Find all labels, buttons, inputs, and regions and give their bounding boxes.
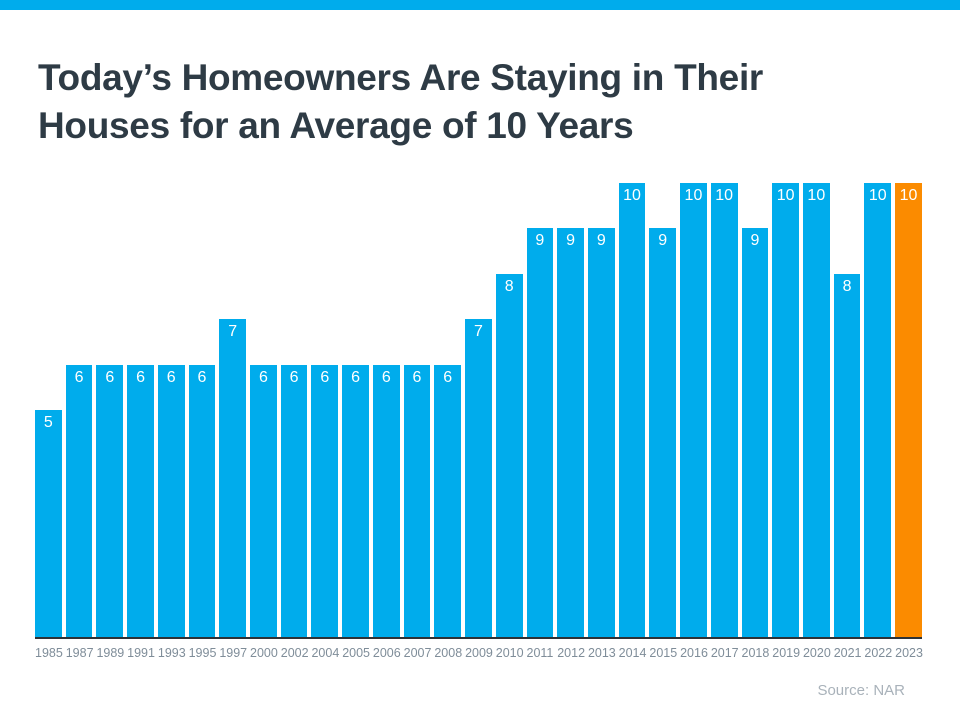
bar-1997: 7 [219,319,247,637]
x-axis-label-2004: 2004 [311,646,340,660]
bar-value-label: 9 [566,232,576,249]
bar-value-label: 6 [166,369,176,386]
bar-2016: 10 [680,183,707,637]
bar-2015: 9 [649,228,677,637]
x-axis-label-2021: 2021 [833,646,862,660]
bar-2013: 9 [587,228,615,637]
x-axis-label-1991: 1991 [127,646,155,660]
bar-2007: 6 [403,365,431,637]
bar-2002: 6 [280,365,308,637]
bar-2000: 6 [250,365,277,637]
x-axis-label-2009: 2009 [465,646,493,660]
bar-2010: 8 [495,274,523,637]
bar-2019: 10 [772,183,799,637]
bar-value-label: 6 [381,369,391,386]
bar-value-label: 6 [136,369,145,386]
x-axis-label-2012: 2012 [557,646,586,660]
source-text: Source: NAR [817,682,905,699]
bar-value-label: 9 [596,232,606,249]
x-axis-label-2002: 2002 [280,646,309,660]
x-axis-label-2005: 2005 [342,646,370,660]
bar-value-label: 6 [412,369,422,386]
bar-1989: 6 [96,365,124,637]
x-axis-label-1989: 1989 [96,646,125,660]
bar-value-label: 6 [443,369,453,386]
page-title-line-2: Houses for an Average of 10 Years [38,105,634,146]
bar-2023: 10 [895,183,922,637]
x-axis-label-2018: 2018 [741,646,770,660]
bar-2005: 6 [342,365,369,637]
x-axis-label-1987: 1987 [65,646,94,660]
x-axis-label-2011: 2011 [526,646,554,660]
bar-value-label: 9 [658,232,668,249]
bar-value-label: 10 [623,187,641,204]
x-axis-label-1993: 1993 [157,646,186,660]
x-axis-label-2006: 2006 [372,646,401,660]
bar-value-label: 10 [807,187,826,204]
x-axis-label-2000: 2000 [250,646,278,660]
x-axis-label-2022: 2022 [864,646,893,660]
page-title: Today’s Homeowners Are Staying in Their … [38,54,922,150]
bar-value-label: 7 [228,323,238,340]
x-axis-label-2008: 2008 [434,646,463,660]
bar-2011: 9 [526,228,554,637]
x-axis-label-2017: 2017 [710,646,739,660]
x-axis-label-2010: 2010 [495,646,524,660]
x-axis-label-1997: 1997 [219,646,248,660]
bar-1991: 6 [127,365,154,637]
bar-2017: 10 [710,183,738,637]
bar-value-label: 10 [776,187,795,204]
bar-value-label: 8 [504,278,514,295]
bar-value-label: 5 [43,414,53,431]
bar-2009: 7 [465,319,492,637]
bar-1987: 6 [65,365,93,637]
bar-value-label: 6 [320,369,330,386]
bar-1993: 6 [157,365,185,637]
bar-value-label: 6 [74,369,84,386]
bar-value-label: 6 [289,369,299,386]
x-axis-label-2023: 2023 [895,646,923,660]
x-axis-label-1985: 1985 [35,646,63,660]
x-axis-label-2015: 2015 [649,646,678,660]
bar-2006: 6 [372,365,400,637]
bar-2004: 6 [311,365,339,637]
bar-chart: 5 6 6 6 6 6 7 6 6 6 6 6 6 6 7 8 9 9 9 10 9 10 10 9 10 10 8 10 10 198… [35,183,923,660]
x-axis-label-2014: 2014 [618,646,647,660]
bar-value-label: 6 [258,369,268,386]
x-axis-label-2013: 2013 [587,646,616,660]
x-axis-label-2016: 2016 [680,646,708,660]
bar-2012: 9 [557,228,584,637]
bar-2014: 10 [618,183,646,637]
x-axis-label-1995: 1995 [188,646,217,660]
bar-2021: 8 [833,274,861,637]
x-axis-label-2019: 2019 [772,646,801,660]
bar-value-label: 9 [535,232,545,249]
top-accent-bar [0,0,960,10]
bar-1995: 6 [188,365,216,637]
bar-value-label: 6 [197,369,207,386]
x-axis-label-2020: 2020 [802,646,831,660]
bar-1985: 5 [35,410,62,637]
bar-value-label: 10 [868,187,887,204]
bars: 5 6 6 6 6 6 7 6 6 6 6 6 6 6 7 8 9 9 9 10 9 10 10 9 10 10 8 10 10 [35,183,922,639]
bar-value-label: 10 [684,187,703,204]
bar-2008: 6 [434,365,462,637]
bar-value-label: 9 [750,232,760,249]
x-axis-labels: 1985 1987 1989 1991 1993 1995 1997 2000 2002 2004… [35,646,923,660]
bar-value-label: 6 [351,369,360,386]
bar-value-label: 6 [105,369,115,386]
bar-2020: 10 [802,183,830,637]
bar-value-label: 8 [842,278,852,295]
bar-2022: 10 [864,183,892,637]
x-axis-label-2007: 2007 [403,646,432,660]
bar-value-label: 10 [715,187,734,204]
page-title-line-1: Today’s Homeowners Are Staying in Their [38,57,764,98]
bar-value-label: 7 [473,323,483,340]
bar-2018: 9 [741,228,769,637]
bar-value-label: 10 [899,187,918,204]
